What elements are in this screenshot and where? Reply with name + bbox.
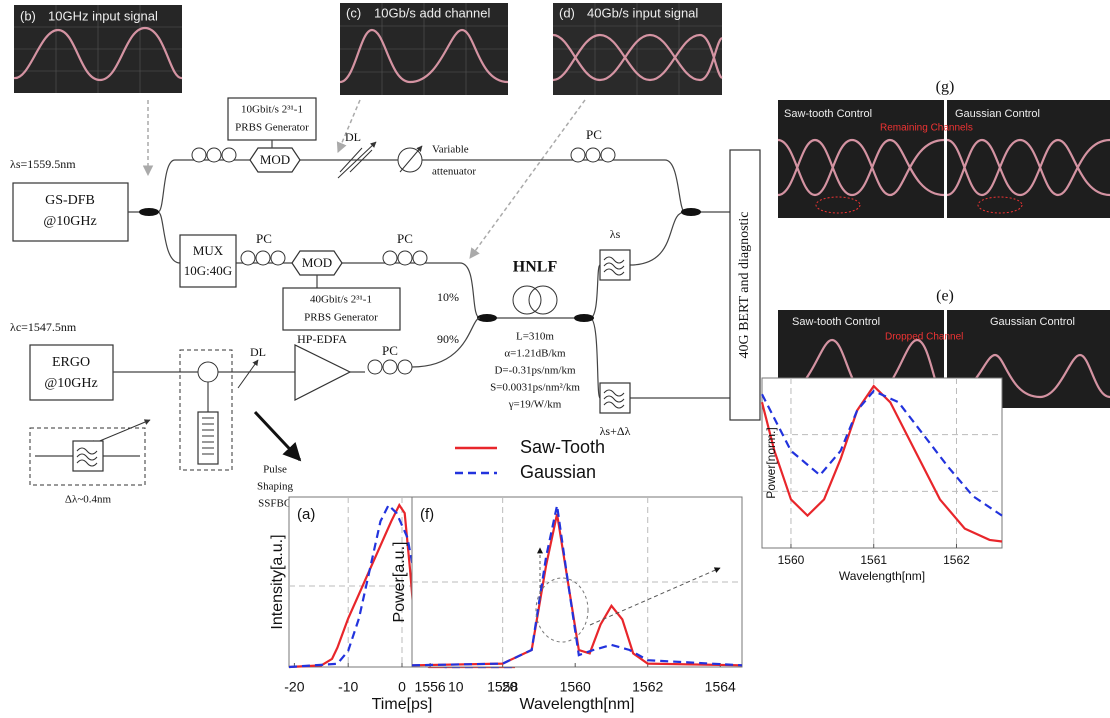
- legend-label: Saw-Tooth: [520, 437, 605, 457]
- eye-label: (e): [936, 288, 954, 305]
- prbs-label: 10Gbit/s 2³¹-1: [241, 104, 303, 116]
- pc-label: PC: [256, 231, 272, 246]
- panel-label: (a): [297, 506, 315, 523]
- mod-label: MOD: [302, 255, 332, 270]
- signal-wavelength: λs=1559.5nm: [10, 157, 76, 171]
- grating: [198, 412, 218, 464]
- x-axis-label: Wavelength[nm]: [519, 696, 634, 713]
- scope-d: (d) 40Gb/s input signal: [553, 3, 722, 95]
- gs-dfb-box: [13, 183, 128, 241]
- hnlf-param: γ=19/W/km: [508, 399, 562, 411]
- pointer: [255, 412, 300, 460]
- hnlf-param: S=0.0031ps/nm²/km: [490, 382, 580, 394]
- pointer: [338, 100, 360, 152]
- ergo-label: @10GHz: [44, 376, 97, 391]
- scope-c: (c) 10Gb/s add channel: [340, 3, 508, 95]
- ergo-label: ERGO: [52, 355, 90, 370]
- x-tick-label: -20: [284, 679, 304, 695]
- pointer: [470, 100, 585, 258]
- clock-wavelength: λc=1547.5nm: [10, 320, 77, 334]
- plot-area: [762, 378, 1002, 548]
- gs-dfb: @10GHz: [43, 214, 96, 229]
- mux-label: MUX: [193, 243, 224, 258]
- delay-arrow: [238, 360, 258, 388]
- panel-label: (f): [420, 506, 434, 523]
- x-tick-label: 1564: [705, 679, 736, 695]
- scope-title: 10Gb/s add channel: [374, 5, 490, 20]
- figure: (b) 10GHz input signal (c) 10Gb/s add ch…: [0, 0, 1110, 718]
- filter-label: λs: [610, 227, 621, 241]
- scope-b: (b) 10GHz input signal: [14, 5, 182, 93]
- y-axis-label: Power[norm.]: [764, 427, 778, 498]
- eye-left-title: Saw-tooth Control: [792, 316, 880, 328]
- prbs-label: PRBS Generator: [235, 122, 309, 134]
- bert-label: 40G BERT and diagnostic: [737, 211, 752, 358]
- eye-note: Dropped Channel: [885, 332, 963, 343]
- edfa: [295, 345, 350, 400]
- split-label: 90%: [437, 332, 459, 346]
- scope-label: (c): [346, 5, 361, 20]
- ssfbg-label: Shaping: [257, 481, 294, 493]
- eye-right-title: Gaussian Control: [990, 316, 1075, 328]
- mod-label: MOD: [260, 152, 290, 167]
- x-axis-label: Time[ps]: [372, 696, 433, 713]
- hnlf-param: D=-0.31ps/nm/km: [494, 365, 576, 377]
- eye-right-title: Gaussian Control: [955, 108, 1040, 120]
- ergo-box: [30, 345, 113, 400]
- pc-label: PC: [397, 231, 413, 246]
- eye-g: (g) Saw-tooth Control Gaussian Control R…: [778, 79, 1110, 218]
- x-tick-label: 1556: [415, 679, 446, 695]
- dl-label: DL: [250, 345, 266, 359]
- coupler: [681, 208, 701, 216]
- scope-title: 10GHz input signal: [48, 8, 158, 23]
- edfa-label: HP-EDFA: [297, 332, 347, 346]
- coupler: [139, 208, 159, 216]
- legend-label: Gaussian: [520, 462, 596, 482]
- x-tick-label: 0: [398, 679, 406, 695]
- eye-label: (g): [936, 79, 955, 96]
- x-tick-label: 1560: [560, 679, 591, 695]
- gs-dfb: GS-DFB: [45, 193, 95, 208]
- hnlf-param: α=1.21dB/km: [504, 348, 566, 360]
- eye-left-title: Saw-tooth Control: [784, 108, 872, 120]
- dl-label: DL: [345, 130, 361, 144]
- x-tick-label: 1558: [487, 679, 518, 695]
- scope-label: (b): [20, 8, 36, 23]
- x-tick-label: 10: [448, 679, 464, 695]
- scope-title: 40Gb/s input signal: [587, 5, 698, 20]
- y-axis-label: Intensity[a.u.]: [269, 534, 286, 629]
- x-axis-label: Wavelength[nm]: [839, 569, 925, 583]
- pointers: [148, 100, 585, 258]
- filter-bandwidth: Δλ~0.4nm: [65, 494, 112, 506]
- hnlf-coil: [529, 286, 557, 314]
- filter-label: λs+Δλ: [600, 424, 631, 438]
- x-tick-label: 1562: [632, 679, 663, 695]
- split-label: 10%: [437, 290, 459, 304]
- page: (b) 10GHz input signal (c) 10Gb/s add ch…: [0, 0, 1110, 718]
- hnlf-label: HNLF: [513, 259, 558, 276]
- ssfbg-label: Pulse: [263, 464, 287, 476]
- setup: λs=1559.5nm GS-DFB @10GHz MOD 10Gbit/s 2…: [10, 98, 760, 510]
- mux-label: 10G:40G: [184, 263, 232, 278]
- x-tick-label: -10: [338, 679, 358, 695]
- coupler: [574, 314, 594, 322]
- ssfbg-label: SSFBG: [258, 498, 292, 510]
- hnlf-param: L=310m: [516, 331, 554, 343]
- y-axis-label: Power[a.u.]: [391, 542, 408, 623]
- x-tick-label: 1560: [778, 553, 805, 567]
- pc-label: PC: [586, 127, 602, 142]
- x-tick-label: 1562: [943, 553, 970, 567]
- prbs-label: 40Gbit/s 2³¹-1: [310, 294, 372, 306]
- attenuator-label: attenuator: [432, 166, 476, 178]
- pc-label: PC: [382, 343, 398, 358]
- circulator: [198, 362, 218, 382]
- x-tick-label: 1561: [860, 553, 887, 567]
- hnlf-coil: [513, 286, 541, 314]
- eye-note: Remaining Channels: [880, 123, 973, 134]
- scope-label: (d): [559, 5, 575, 20]
- prbs-label: PRBS Generator: [304, 312, 378, 324]
- attenuator-label: Variable: [432, 144, 469, 156]
